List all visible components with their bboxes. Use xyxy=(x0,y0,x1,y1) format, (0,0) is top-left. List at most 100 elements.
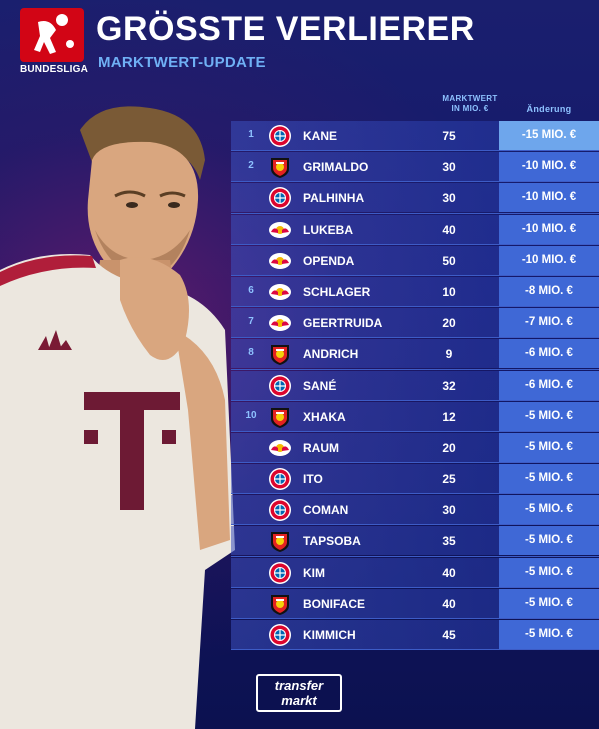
fcb-crest-icon xyxy=(269,125,291,147)
player-name: SANÉ xyxy=(303,378,337,393)
value-change: -5 MIO. € xyxy=(525,596,573,609)
player-name: OPENDA xyxy=(303,253,355,268)
fcb-crest-icon xyxy=(269,624,291,646)
market-value: 50 xyxy=(442,253,456,268)
rbl-crest-icon xyxy=(269,439,291,456)
value-change: -5 MIO. € xyxy=(525,534,573,547)
market-value: 35 xyxy=(442,534,456,549)
table-row: SANÉ 32 -6 MIO. € xyxy=(231,370,599,401)
player-name: ANDRICH xyxy=(303,347,359,362)
value-change: -6 MIO. € xyxy=(525,347,573,360)
market-value: 40 xyxy=(442,596,456,611)
page-subtitle: MARKTWERT-UPDATE xyxy=(98,54,266,71)
table-row: LUKEBA 40 -10 MIO. € xyxy=(231,214,599,245)
value-change: -5 MIO. € xyxy=(525,440,573,453)
change-column-header: Änderung xyxy=(526,104,572,114)
player-name: GEERTRUIDA xyxy=(303,316,383,331)
player-name: LUKEBA xyxy=(303,222,353,237)
table-row: KIMMICH 45 -5 MIO. € xyxy=(231,619,599,651)
b04-crest-icon xyxy=(271,407,289,428)
rank-label: 10 xyxy=(245,409,257,421)
value-change: -6 MIO. € xyxy=(525,378,573,391)
table-row: BONIFACE 40 -5 MIO. € xyxy=(231,588,599,619)
bundesliga-logo xyxy=(20,8,84,62)
change-cell-background xyxy=(499,432,599,462)
rbl-crest-icon xyxy=(269,221,291,238)
change-cell-background xyxy=(499,121,599,150)
b04-crest-icon xyxy=(271,594,289,615)
rank-label: 6 xyxy=(248,284,254,296)
change-cell-background xyxy=(499,339,599,369)
change-cell-background xyxy=(499,401,599,431)
player-name: GRIMALDO xyxy=(303,160,369,175)
player-name: SCHLAGER xyxy=(303,284,371,299)
fcb-crest-icon xyxy=(269,561,291,584)
change-cell-background xyxy=(499,276,599,306)
value-change: -10 MIO. € xyxy=(521,222,577,235)
b04-crest-icon xyxy=(271,158,289,179)
value-change: -10 MIO. € xyxy=(521,160,577,173)
table-row: PALHINHA 30 -10 MIO. € xyxy=(231,182,599,214)
table-row: COMAN 30 -5 MIO. € xyxy=(231,494,599,526)
rank-label: 7 xyxy=(248,316,254,328)
player-name: TAPSOBA xyxy=(303,534,361,549)
value-change: -5 MIO. € xyxy=(525,472,573,485)
rank-label: 2 xyxy=(248,160,254,172)
value-change: -5 MIO. € xyxy=(525,409,573,422)
change-cell-background xyxy=(499,495,599,525)
table-row: RAUM 20 -5 MIO. € xyxy=(231,432,599,464)
page-title: GRÖSSTE VERLIERER xyxy=(96,10,475,48)
change-cell-background xyxy=(499,183,599,213)
value-header-line2: IN MIO. € xyxy=(451,104,489,113)
fcb-crest-icon xyxy=(269,468,291,491)
b04-crest-icon xyxy=(271,532,289,553)
market-value: 20 xyxy=(442,440,456,455)
player-name: KANE xyxy=(303,129,338,143)
change-cell-background xyxy=(499,526,599,556)
market-value: 32 xyxy=(442,378,456,393)
market-value: 25 xyxy=(442,472,456,487)
change-cell-background xyxy=(499,245,599,275)
rbl-crest-icon xyxy=(269,283,291,300)
rank-label: 1 xyxy=(248,129,254,140)
fcb-crest-icon xyxy=(269,499,291,522)
value-change: -10 MIO. € xyxy=(521,191,577,204)
change-cell-background xyxy=(499,308,599,338)
value-change: -5 MIO. € xyxy=(525,565,573,578)
market-value: 30 xyxy=(442,191,456,206)
value-change: -5 MIO. € xyxy=(525,503,573,516)
player-name: XHAKA xyxy=(303,409,346,424)
table-row: OPENDA 50 -10 MIO. € xyxy=(231,245,599,276)
player-name: KIMMICH xyxy=(303,628,356,642)
market-value: 20 xyxy=(442,316,456,331)
market-value: 75 xyxy=(442,129,456,143)
player-image xyxy=(0,106,235,729)
market-value: 12 xyxy=(442,409,456,424)
player-name: RAUM xyxy=(303,440,339,455)
table-row: KIM 40 -5 MIO. € xyxy=(231,557,599,588)
rbl-crest-icon xyxy=(269,315,291,332)
market-value: 9 xyxy=(445,347,453,362)
value-header-line1: MARKTWERT xyxy=(442,94,498,103)
table-row: 8 ANDRICH 9 -6 MIO. € xyxy=(231,338,599,370)
table-row: 1 KANE 75 -15 MIO. € xyxy=(231,120,599,152)
change-cell-background xyxy=(499,370,599,400)
player-name: ITO xyxy=(303,472,323,487)
change-cell-background xyxy=(499,557,599,587)
bundesliga-label: BUNDESLIGA xyxy=(19,64,89,75)
market-value: 30 xyxy=(442,160,456,175)
value-change: -8 MIO. € xyxy=(525,284,573,297)
market-value: 10 xyxy=(442,284,456,299)
change-cell-background xyxy=(499,620,599,649)
change-cell-background xyxy=(499,588,599,618)
rank-label: 8 xyxy=(248,347,254,359)
table-row: 7 GEERTRUIDA 20 -7 MIO. € xyxy=(231,307,599,339)
logo-line1: transfer xyxy=(274,678,324,693)
market-value: 40 xyxy=(442,565,456,580)
player-name: PALHINHA xyxy=(303,191,365,206)
table-row: 10 XHAKA 12 -5 MIO. € xyxy=(231,401,599,432)
value-change: -15 MIO. € xyxy=(521,129,577,141)
value-change: -5 MIO. € xyxy=(525,628,573,640)
rbl-crest-icon xyxy=(269,252,291,269)
transfermarkt-logo: transfer markt xyxy=(256,674,342,712)
